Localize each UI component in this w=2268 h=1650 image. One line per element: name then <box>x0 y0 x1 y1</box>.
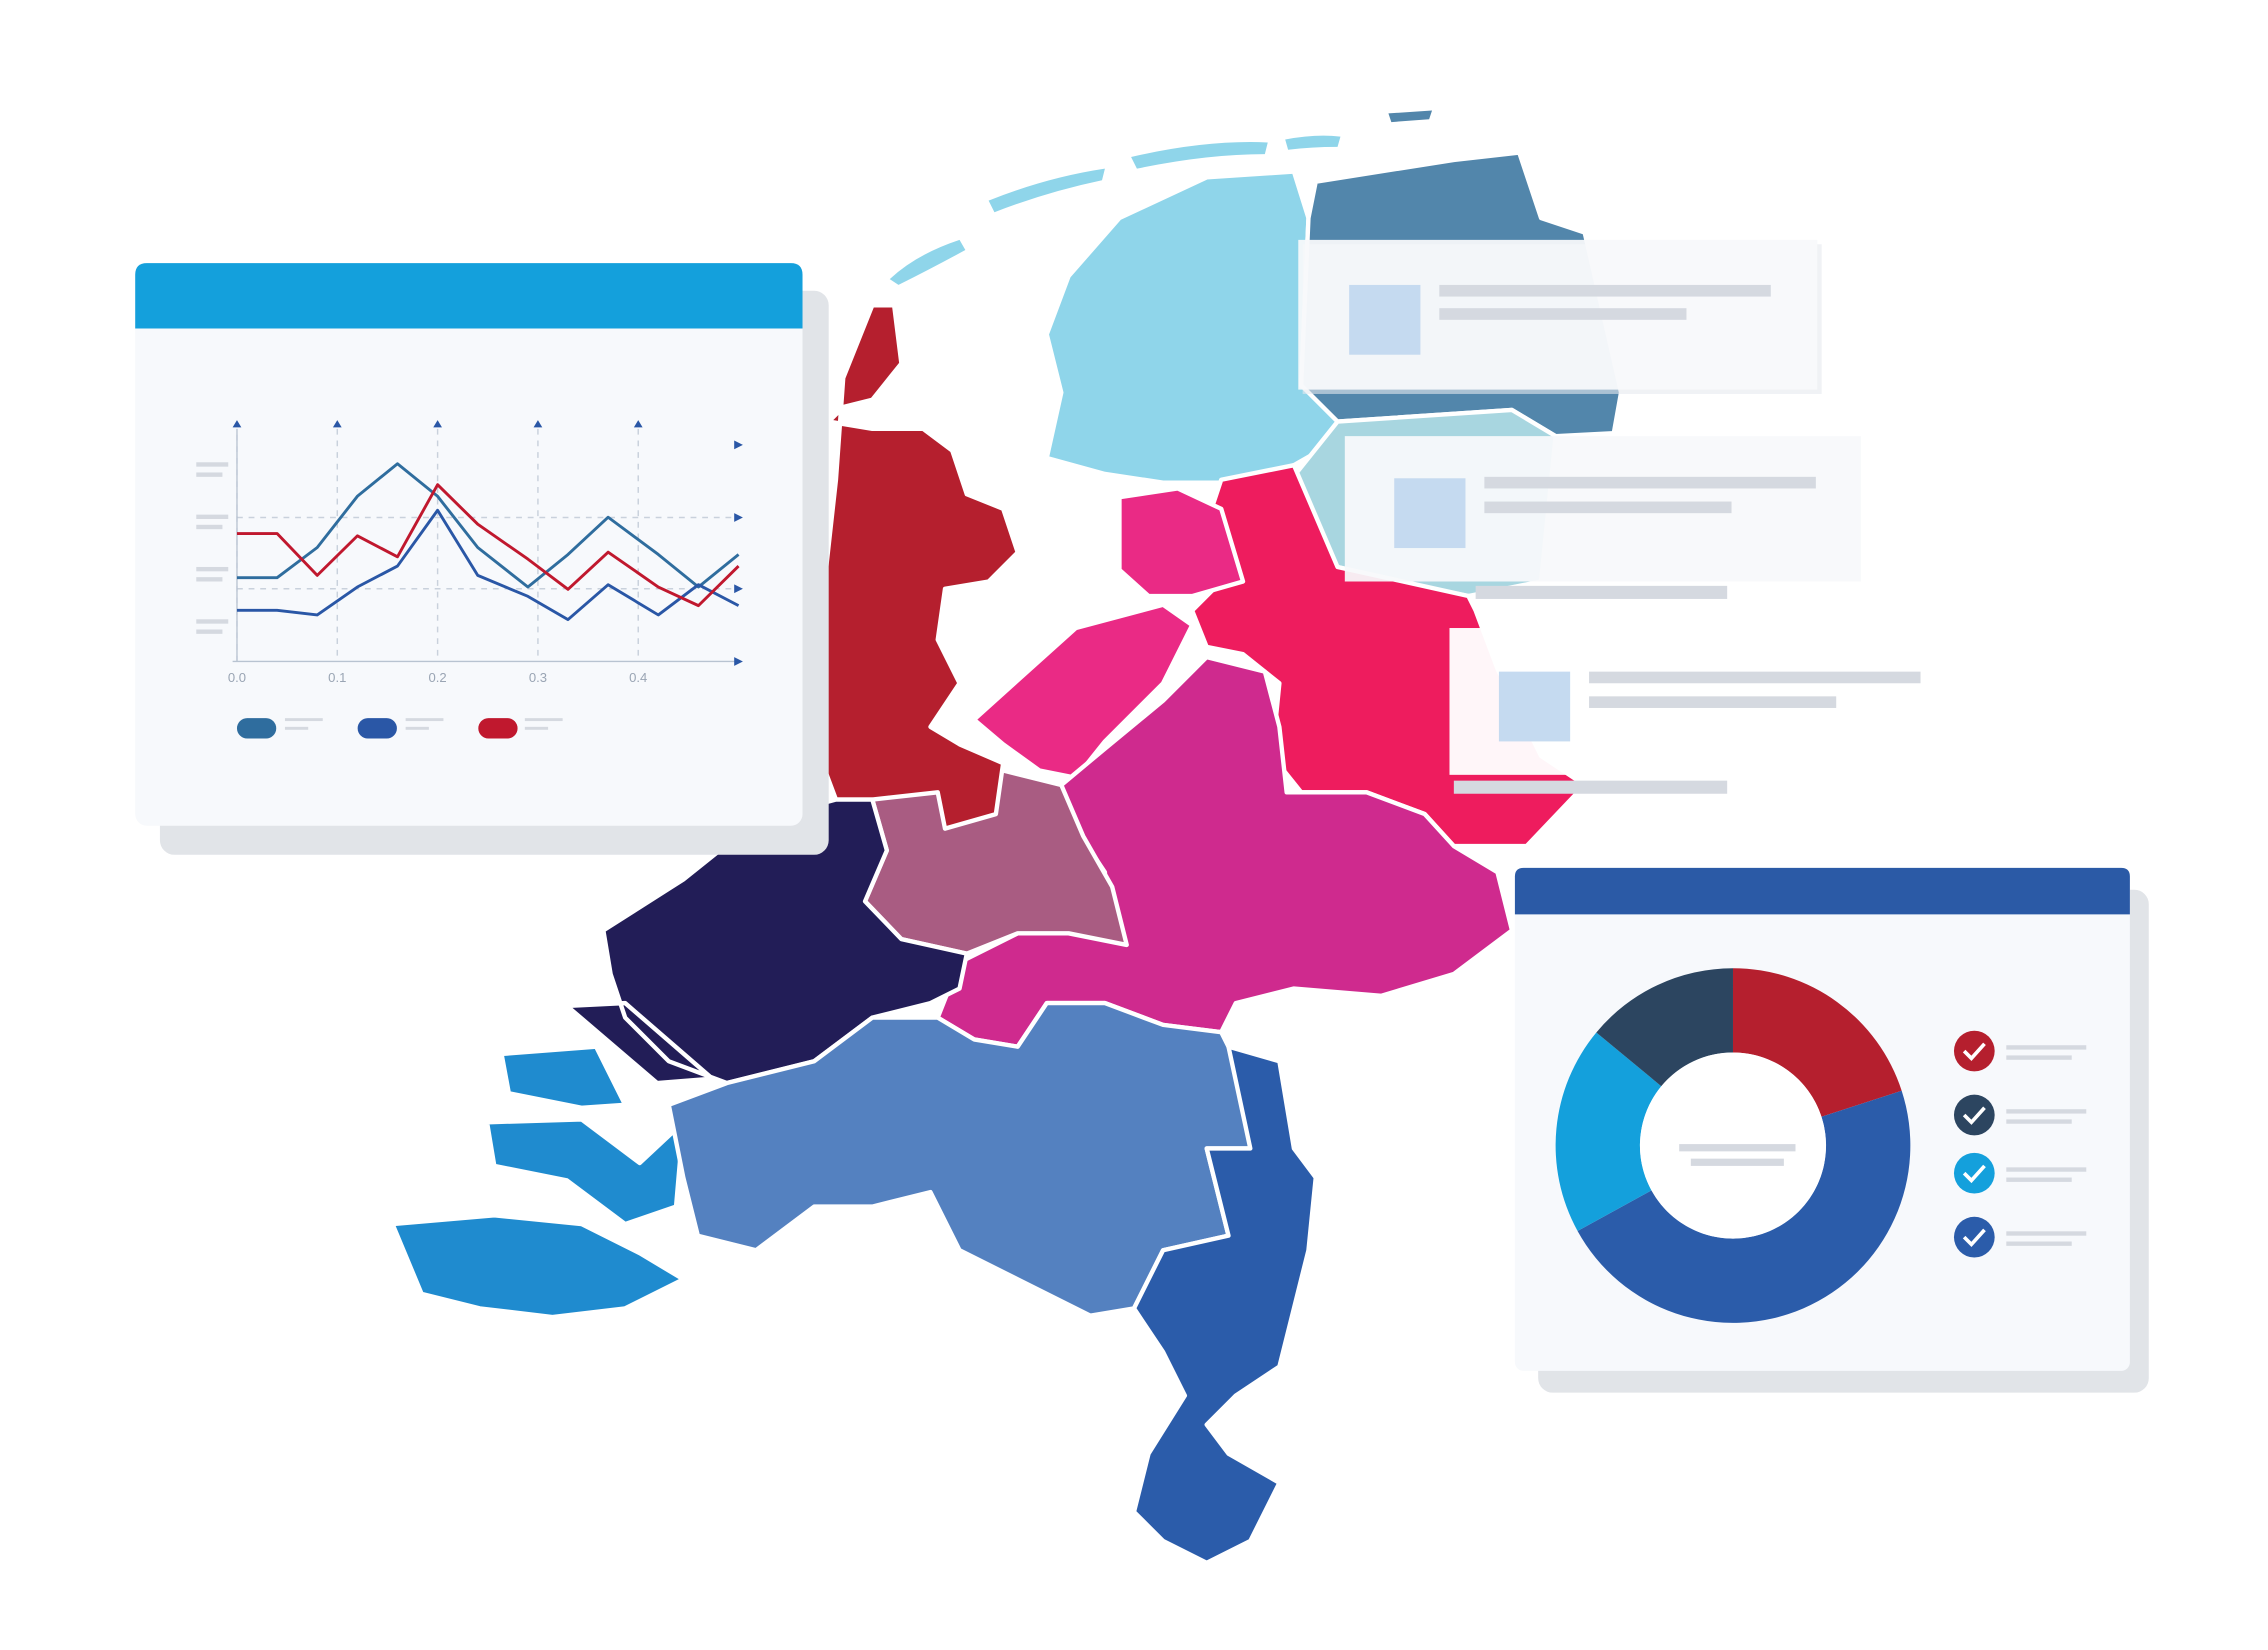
tick-arrow <box>433 420 442 428</box>
donut-segment <box>1577 1090 1911 1323</box>
legend-placeholders <box>284 718 563 730</box>
card-line <box>1484 501 1732 514</box>
donut-center-line <box>1679 1144 1796 1152</box>
card-line <box>1439 308 1687 320</box>
tick-arrow <box>533 420 543 428</box>
x-tick-label: 0.4 <box>629 670 647 685</box>
province-zeeland <box>390 1044 686 1320</box>
donut-segment <box>1555 1032 1662 1231</box>
series-line <box>236 462 740 589</box>
legend-swatch <box>478 718 518 739</box>
x-tick-label: 0.3 <box>529 670 547 685</box>
legend-swatch <box>357 718 397 739</box>
info-cards <box>1298 239 1930 794</box>
province-gelderland <box>935 654 1515 1049</box>
province-north-holland <box>811 303 1020 831</box>
province-south-holland <box>564 797 969 1086</box>
plot: 0.0 0.1 0.2 0.3 0.4 <box>228 420 740 739</box>
line-chart-window: 0.0 0.1 0.2 0.3 0.4 <box>135 263 829 855</box>
tick-arrow <box>332 420 342 428</box>
card-thumb <box>1498 671 1571 742</box>
x-tick-label: 0.1 <box>328 670 346 685</box>
legend-swatch <box>236 718 277 739</box>
x-tick-label: 0.0 <box>228 670 246 685</box>
h-dashes <box>236 516 739 590</box>
card-line <box>1453 780 1728 794</box>
card-line <box>1484 476 1816 489</box>
window <box>135 263 803 826</box>
donut-legend <box>1953 1030 2087 1258</box>
donut-window <box>1514 867 2149 1393</box>
card-thumb <box>1394 478 1466 549</box>
window-header <box>1514 867 2130 915</box>
card-line <box>1589 696 1837 708</box>
axis-arrows <box>734 440 743 666</box>
donut-center-line <box>1690 1158 1784 1166</box>
donut-segment <box>1732 968 1902 1117</box>
donut-segment <box>1596 968 1733 1087</box>
card-line <box>1589 671 1921 684</box>
tick-arrow <box>633 420 643 428</box>
series-line <box>236 483 740 608</box>
donut <box>1555 968 1911 1323</box>
series-line <box>236 508 740 622</box>
card-line <box>1475 585 1728 599</box>
window-header <box>135 263 803 329</box>
province-flevoland <box>971 486 1246 780</box>
province-limburg <box>1131 1044 1318 1565</box>
wadden-islands <box>889 110 1433 285</box>
card-line <box>1439 284 1771 297</box>
tick-arrow <box>232 420 242 428</box>
x-tick-label: 0.2 <box>429 670 447 685</box>
card-thumb <box>1349 284 1421 355</box>
y-placeholders <box>196 462 229 634</box>
